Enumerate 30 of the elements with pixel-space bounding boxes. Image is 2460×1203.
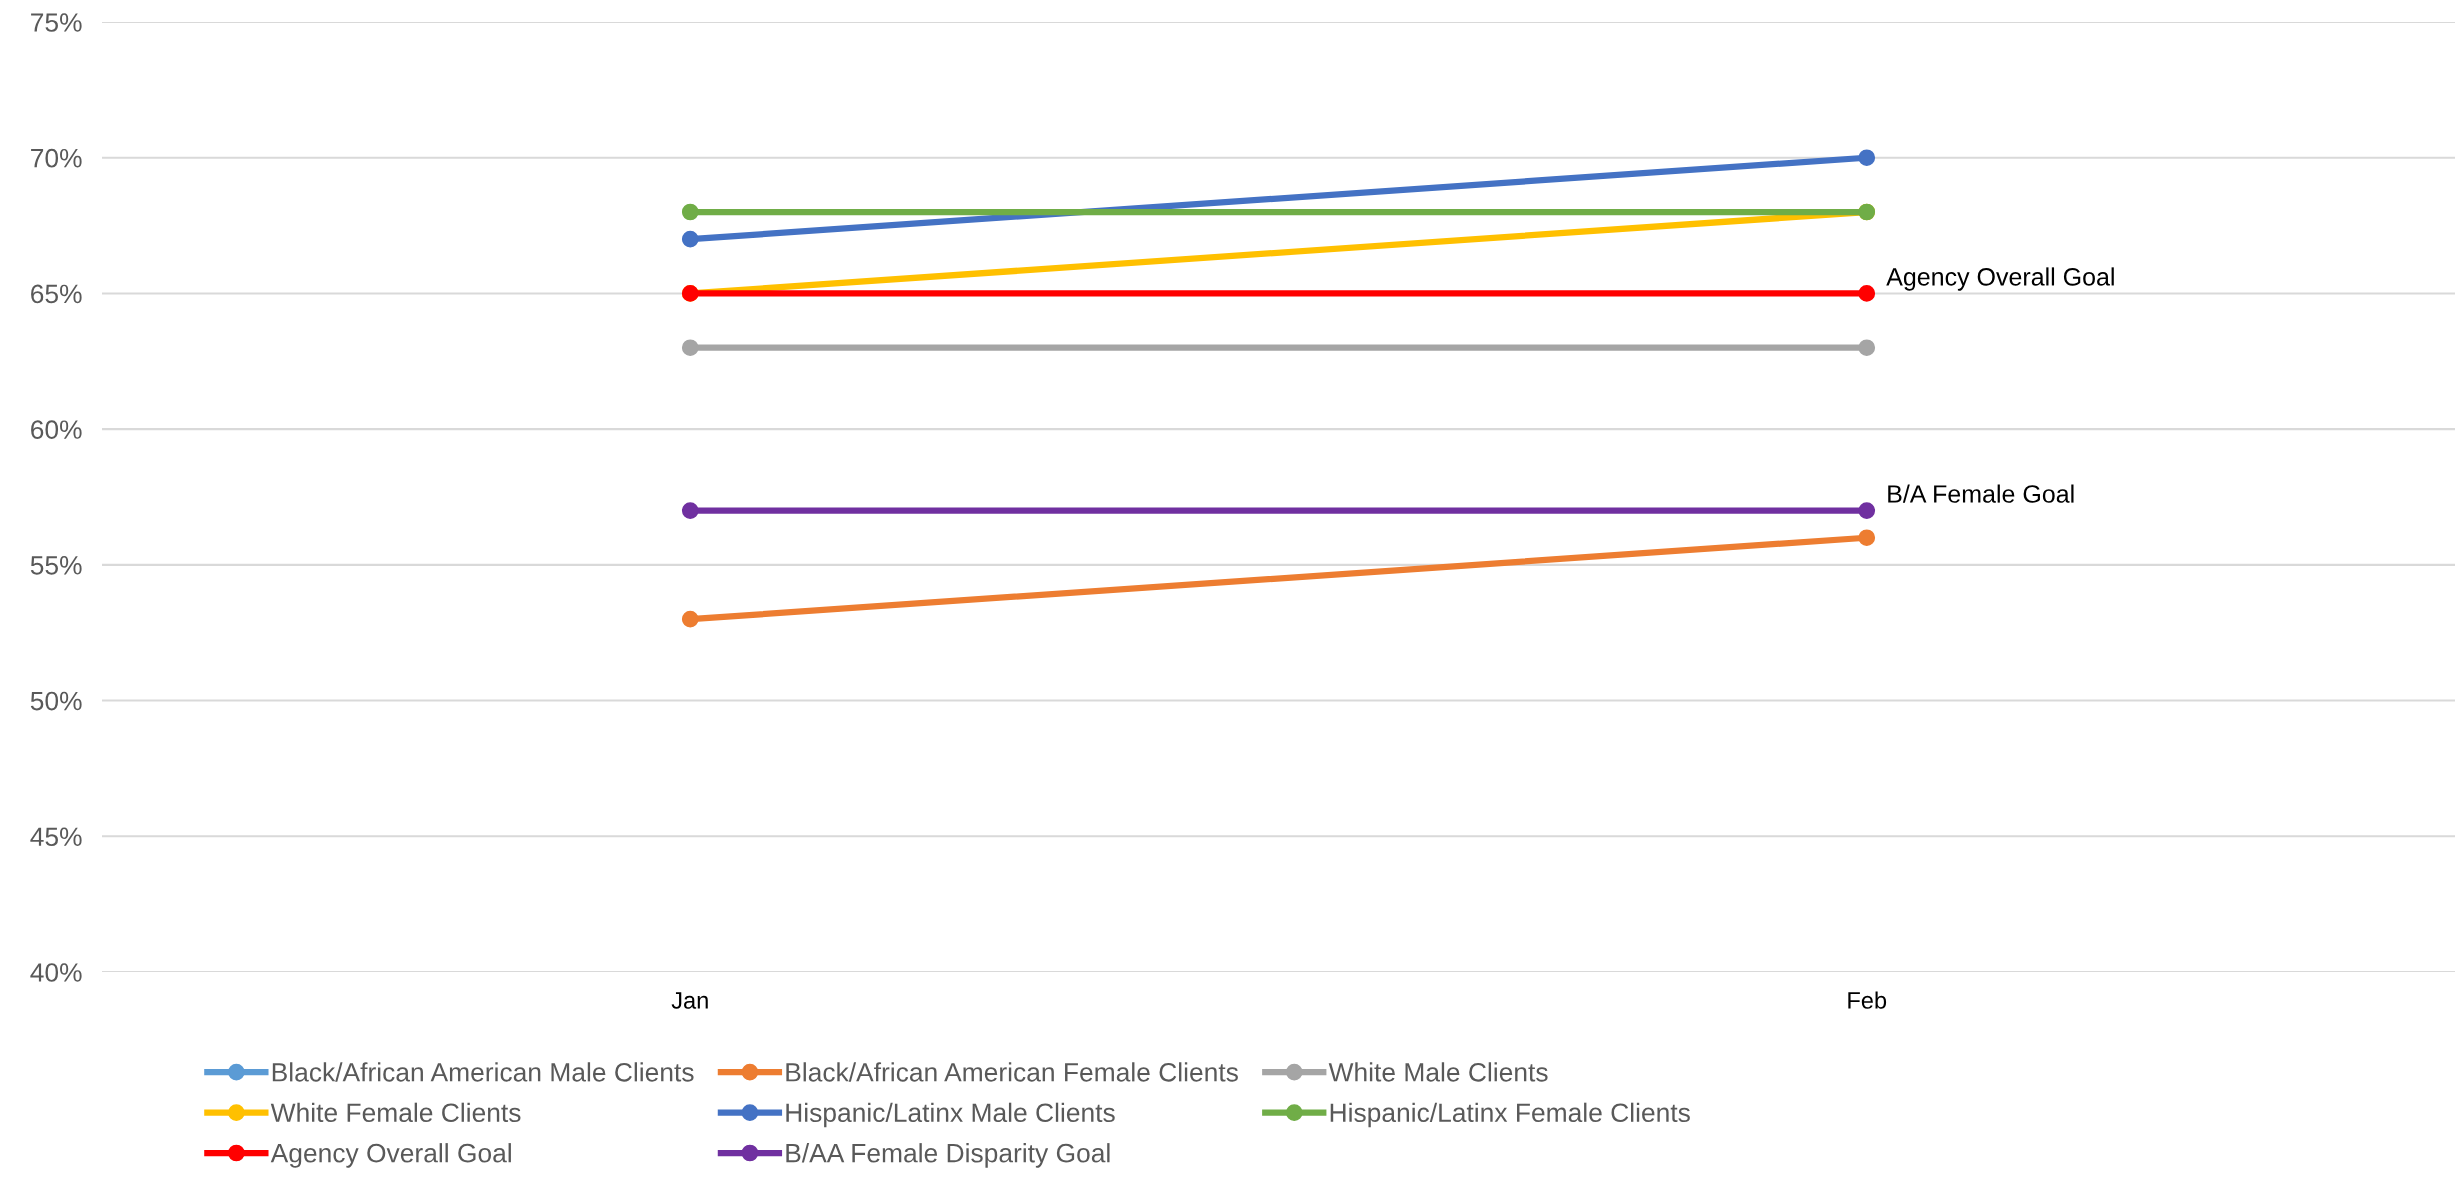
- y-tick-label: 75%: [31, 13, 82, 32]
- legend-label: White Male Clients: [1328, 1062, 1548, 1082]
- y-tick-label: 40%: [30, 963, 82, 982]
- point: [1858, 339, 1876, 357]
- annotation: B/A Female Goal: [1888, 484, 2074, 503]
- point: [681, 610, 699, 628]
- point: [681, 502, 699, 519]
- legend-label: Hispanic/Latinx Female Clients: [1330, 1102, 1690, 1128]
- y-tick-label: 50%: [30, 691, 82, 711]
- point: [1858, 502, 1876, 519]
- legend-label: Agency Overall Goal: [270, 1143, 511, 1168]
- annotation: Agency Overall Goal: [1886, 267, 2114, 291]
- point: [681, 230, 699, 248]
- y-tick-label: 70%: [31, 148, 82, 168]
- y-tick-label: 45%: [30, 827, 82, 847]
- legend-label: B/AA Female Disparity Goal: [786, 1143, 1110, 1168]
- y-tick-label: 55%: [30, 556, 82, 575]
- y-tick-label: 60%: [31, 420, 82, 439]
- y-tick-label: 65%: [31, 284, 82, 304]
- point: [1858, 529, 1876, 547]
- x-tick-label: Feb: [1848, 991, 1887, 1009]
- point: [681, 339, 699, 357]
- x-tick-label: Jan: [671, 992, 708, 1009]
- legend-label: Black/African American Female Clients: [786, 1062, 1238, 1082]
- point: [1858, 149, 1876, 167]
- point: [681, 203, 699, 221]
- legend-label: Hispanic/Latinx Male Clients: [786, 1102, 1115, 1128]
- legend-label: White Female Clients: [270, 1102, 521, 1123]
- legend-label: Black/African American Male Clients: [272, 1062, 694, 1082]
- point: [1858, 285, 1876, 302]
